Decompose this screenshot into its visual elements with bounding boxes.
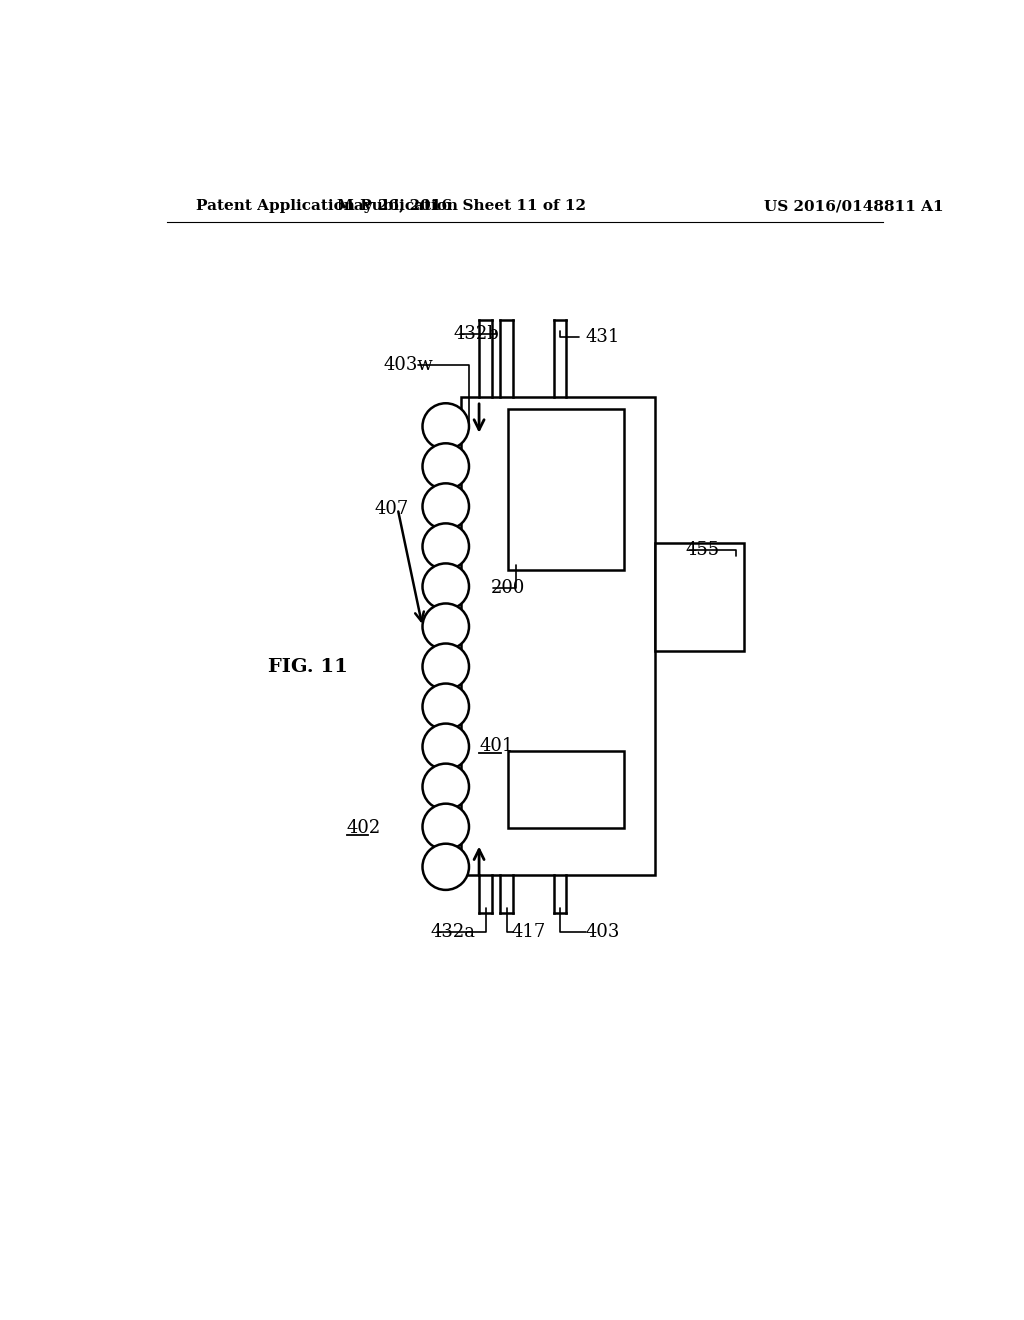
Text: 401: 401 [479,737,513,755]
Bar [655,544,744,651]
Bar [508,751,624,829]
Circle shape [423,843,469,890]
Circle shape [423,404,469,450]
Text: 403w: 403w [384,356,433,374]
Text: May 26, 2016  Sheet 11 of 12: May 26, 2016 Sheet 11 of 12 [337,199,586,213]
Text: 432b: 432b [454,325,500,343]
Circle shape [423,723,469,770]
Circle shape [423,523,469,570]
Circle shape [423,804,469,850]
Text: 417: 417 [512,923,546,941]
Text: US 2016/0148811 A1: US 2016/0148811 A1 [764,199,943,213]
Text: 403: 403 [586,923,620,941]
Circle shape [423,603,469,649]
Circle shape [423,763,469,810]
Circle shape [423,444,469,490]
Text: 455: 455 [686,541,720,558]
Text: 402: 402 [346,820,381,837]
Text: Patent Application Publication: Patent Application Publication [197,199,458,213]
Circle shape [423,644,469,689]
Text: 200: 200 [490,579,525,597]
Circle shape [423,564,469,610]
Text: FIG. 11: FIG. 11 [267,657,347,676]
Bar [461,397,655,874]
Text: 432a: 432a [430,923,475,941]
Circle shape [423,684,469,730]
Circle shape [423,483,469,529]
Text: 431: 431 [586,329,620,346]
Bar [508,409,624,570]
Text: 407: 407 [375,500,409,517]
